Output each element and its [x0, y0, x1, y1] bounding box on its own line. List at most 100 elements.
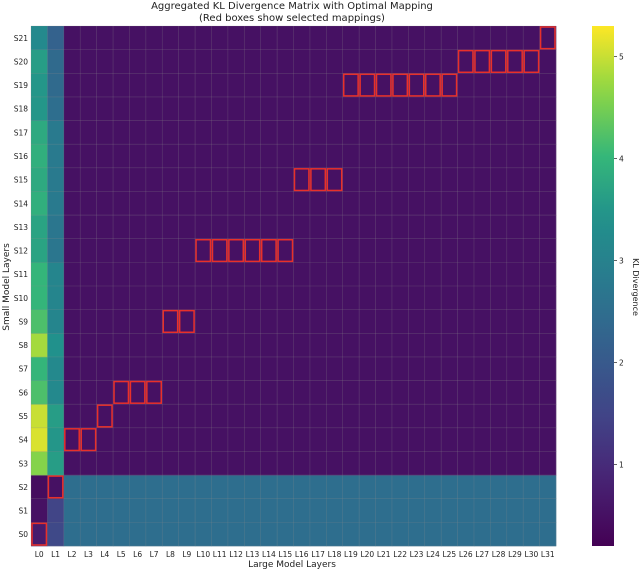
heatmap-cell-S9-L17: [309, 309, 327, 334]
heatmap-cell-S15-L9: [178, 167, 196, 192]
heatmap-cell-S14-L9: [178, 191, 196, 216]
colorbar-gradient: [592, 26, 614, 546]
heatmap-cell-S2-L27: [473, 475, 491, 500]
heatmap-cell-S10-L12: [227, 286, 245, 310]
heatmap-cell-S15-L15: [277, 167, 294, 192]
heatmap-cell-S13-L28: [490, 215, 508, 240]
heatmap-cell-S18-L12: [227, 96, 245, 121]
heatmap-cell-S5-L6: [129, 404, 147, 429]
heatmap-cell-S16-L15: [277, 144, 294, 169]
heatmap-cell-S10-L20: [359, 286, 376, 310]
heatmap-cell-S20-L17: [309, 49, 327, 74]
y-tick-label: S12: [14, 247, 29, 256]
heatmap-cell-S8-L23: [408, 333, 426, 358]
heatmap-cell-S17-L26: [457, 120, 475, 145]
heatmap-cell-S17-L20: [359, 120, 376, 145]
heatmap-cell-S9-L27: [473, 309, 491, 334]
heatmap-cell-S19-L23: [408, 73, 426, 98]
heatmap-cell-S6-L11: [211, 380, 229, 405]
heatmap-cell-S3-L11: [211, 451, 229, 476]
heatmap-cell-S2-L24: [424, 475, 442, 500]
heatmap-cell-S5-L2: [63, 404, 81, 429]
heatmap-cell-S12-L19: [342, 238, 360, 263]
mapping-box-S0-L0: [31, 522, 48, 546]
x-tick-label: L7: [150, 550, 159, 559]
heatmap-cell-S17-L14: [260, 120, 278, 145]
heatmap-cell-S15-L4: [96, 167, 114, 192]
heatmap-cell-S16-L31: [539, 144, 557, 169]
heatmap-cell-S0-L9: [178, 522, 196, 547]
heatmap-cell-S7-L19: [342, 356, 360, 381]
heatmap-cell-S3-L21: [375, 451, 393, 476]
heatmap-cell-S21-L29: [506, 26, 524, 50]
heatmap-cell-S17-L27: [473, 120, 491, 145]
heatmap-cell-S19-L28: [490, 73, 508, 98]
heatmap-cell-S20-L14: [260, 49, 278, 74]
heatmap-cell-S4-L31: [539, 427, 557, 452]
heatmap-cell-S4-L23: [408, 427, 426, 452]
heatmap-cell-S5-L7: [145, 404, 163, 429]
heatmap-cell-S19-L8: [162, 73, 179, 98]
mapping-box-S19-L25: [441, 73, 458, 97]
heatmap-cell-S9-L13: [244, 309, 261, 334]
y-tick-label: S19: [14, 81, 29, 90]
heatmap-cell-S5-L17: [309, 404, 327, 429]
heatmap-cell-S10-L11: [211, 286, 229, 310]
heatmap-cell-S1-L15: [277, 498, 294, 523]
heatmap-cell-S8-L10: [195, 333, 212, 358]
heatmap-cell-S19-L10: [195, 73, 212, 98]
heatmap-cell-S3-L31: [539, 451, 557, 476]
heatmap-cell-S0-L16: [293, 522, 311, 547]
heatmap-cell-S9-L28: [490, 309, 508, 334]
heatmap-cell-S19-L2: [63, 73, 81, 98]
heatmap-cell-S19-L4: [96, 73, 114, 98]
heatmap-cell-S12-L18: [326, 238, 344, 263]
heatmap-cell-S12-L17: [309, 238, 327, 263]
heatmap-cell-S21-L14: [260, 26, 278, 50]
heatmap-cell-S17-L10: [195, 120, 212, 145]
heatmap-cell-S18-L3: [80, 96, 97, 121]
heatmap-cell-S18-L29: [506, 96, 524, 121]
heatmap-cell-S10-L30: [523, 286, 540, 310]
heatmap-cell-S7-L17: [309, 356, 327, 381]
heatmap-cell-S18-L26: [457, 96, 475, 121]
heatmap-cell-S0-L18: [326, 522, 344, 547]
heatmap-cell-S11-L8: [162, 262, 179, 287]
heatmap-cell-S5-L20: [359, 404, 376, 429]
heatmap-cell-S1-L7: [145, 498, 163, 523]
heatmap-cell-S12-L26: [457, 238, 475, 263]
heatmap-cell-S2-L8: [162, 475, 179, 500]
heatmap-cell-S21-L24: [424, 26, 442, 50]
heatmap-cell-S10-L3: [80, 286, 97, 310]
heatmap-cell-S9-L6: [129, 309, 147, 334]
chart-title: Aggregated KL Divergence Matrix with Opt…: [151, 1, 433, 12]
y-tick-label: S6: [18, 388, 28, 397]
heatmap-cell-S20-L20: [359, 49, 376, 74]
heatmap-cell-S13-L0: [31, 215, 48, 240]
mapping-box-S19-L20: [359, 73, 376, 97]
heatmap-cell-S13-L7: [145, 215, 163, 240]
heatmap-cell-S9-L4: [96, 309, 114, 334]
heatmap-cell-S7-L10: [195, 356, 212, 381]
heatmap-cell-S13-L11: [211, 215, 229, 240]
heatmap-cell-S9-L14: [260, 309, 278, 334]
heatmap-cell-S20-L30: [523, 49, 540, 74]
heatmap-cell-S6-L9: [178, 380, 196, 405]
heatmap-cell-S21-L7: [145, 26, 163, 50]
heatmap-cell-S9-L20: [359, 309, 376, 334]
heatmap-cell-S3-L2: [63, 451, 81, 476]
x-tick-label: L14: [262, 550, 276, 559]
heatmap-cell-S21-L12: [227, 26, 245, 50]
heatmap-cell-S3-L15: [277, 451, 294, 476]
heatmap-cell-S11-L25: [441, 262, 458, 287]
selected-mapping-boxes: [31, 26, 556, 546]
heatmap-cell-S13-L12: [227, 215, 245, 240]
y-tick-label: S16: [14, 152, 29, 161]
heatmap-cell-S19-L0: [31, 73, 48, 98]
heatmap-cell-S12-L9: [178, 238, 196, 263]
heatmap-cell-S18-L24: [424, 96, 442, 121]
x-tick-label: L16: [295, 550, 309, 559]
heatmap-cell-S5-L14: [260, 404, 278, 429]
heatmap-cell-S11-L27: [473, 262, 491, 287]
heatmap-cell-S2-L14: [260, 475, 278, 500]
